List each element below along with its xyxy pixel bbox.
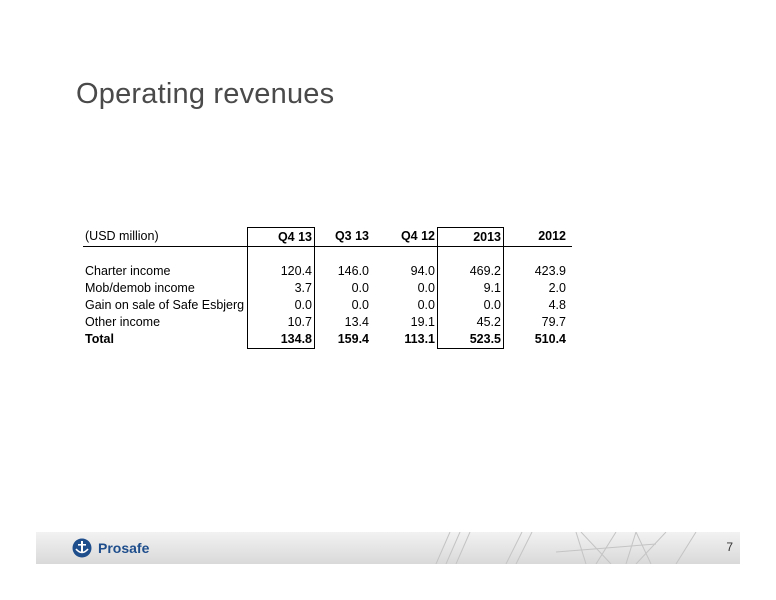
table-header-row: (USD million) Q4 13 Q3 13 Q4 12 2013 201… (83, 227, 572, 247)
column-header: Q4 12 (371, 227, 438, 247)
table-cell: 4.8 (548, 298, 566, 312)
column-header: 2012 (503, 227, 572, 247)
table-cell: 423.9 (534, 264, 566, 278)
prosafe-logo-icon (72, 538, 92, 558)
table-cell: 134.8 (247, 331, 315, 349)
table-cell: 0.0 (351, 298, 369, 312)
table-cell: 10.7 (247, 314, 315, 331)
table-cell: 0.0 (247, 297, 315, 314)
table-cell: 9.1 (437, 280, 504, 297)
footer-bar: Prosafe 7 (36, 532, 740, 564)
table-cell: 2.0 (548, 281, 566, 295)
row-label: Gain on sale of Safe Esbjerg (85, 298, 245, 312)
operating-revenues-table: (USD million) Q4 13 Q3 13 Q4 12 2013 201… (83, 227, 572, 349)
table-row: Mob/demob income 3.7 0.0 0.0 9.1 2.0 (83, 280, 572, 297)
table-cell: 523.5 (437, 331, 504, 349)
table-cell: 94.0 (410, 264, 435, 278)
table-cell: 45.2 (437, 314, 504, 331)
table-cell: 510.4 (534, 332, 566, 347)
spacer-row (83, 246, 572, 263)
decorative-lines (435, 532, 697, 564)
table-cell: 0.0 (437, 297, 504, 314)
row-label: Mob/demob income (85, 281, 195, 295)
table-row: Charter income 120.4 146.0 94.0 469.2 42… (83, 263, 572, 280)
table-cell: 19.1 (410, 315, 435, 329)
table-cell: 146.0 (337, 264, 369, 278)
column-header: Q3 13 (314, 227, 371, 247)
total-row: Total 134.8 159.4 113.1 523.5 510.4 (83, 331, 572, 349)
table-cell: 469.2 (437, 263, 504, 280)
row-label: Charter income (85, 264, 171, 278)
unit-label: (USD million) (83, 227, 248, 247)
table-cell: 3.7 (247, 280, 315, 297)
table-cell: 159.4 (337, 332, 369, 347)
logo-text: Prosafe (98, 540, 150, 556)
table-row: Gain on sale of Safe Esbjerg 0.0 0.0 0.0… (83, 297, 572, 314)
column-header: 2013 (437, 227, 504, 247)
table-cell: 120.4 (247, 263, 315, 280)
page-title: Operating revenues (76, 78, 335, 110)
row-label: Other income (85, 315, 161, 329)
table-cell: 113.1 (404, 332, 435, 347)
column-header: Q4 13 (247, 227, 315, 247)
table-cell: 13.4 (344, 315, 369, 329)
table-cell: 0.0 (351, 281, 369, 295)
table-cell: 0.0 (417, 298, 435, 312)
table-row: Other income 10.7 13.4 19.1 45.2 79.7 (83, 314, 572, 331)
row-label: Total (85, 332, 114, 347)
prosafe-logo: Prosafe (72, 538, 149, 558)
table-cell: 79.7 (541, 315, 566, 329)
page-number: 7 (726, 540, 733, 554)
table-cell: 0.0 (417, 281, 435, 295)
